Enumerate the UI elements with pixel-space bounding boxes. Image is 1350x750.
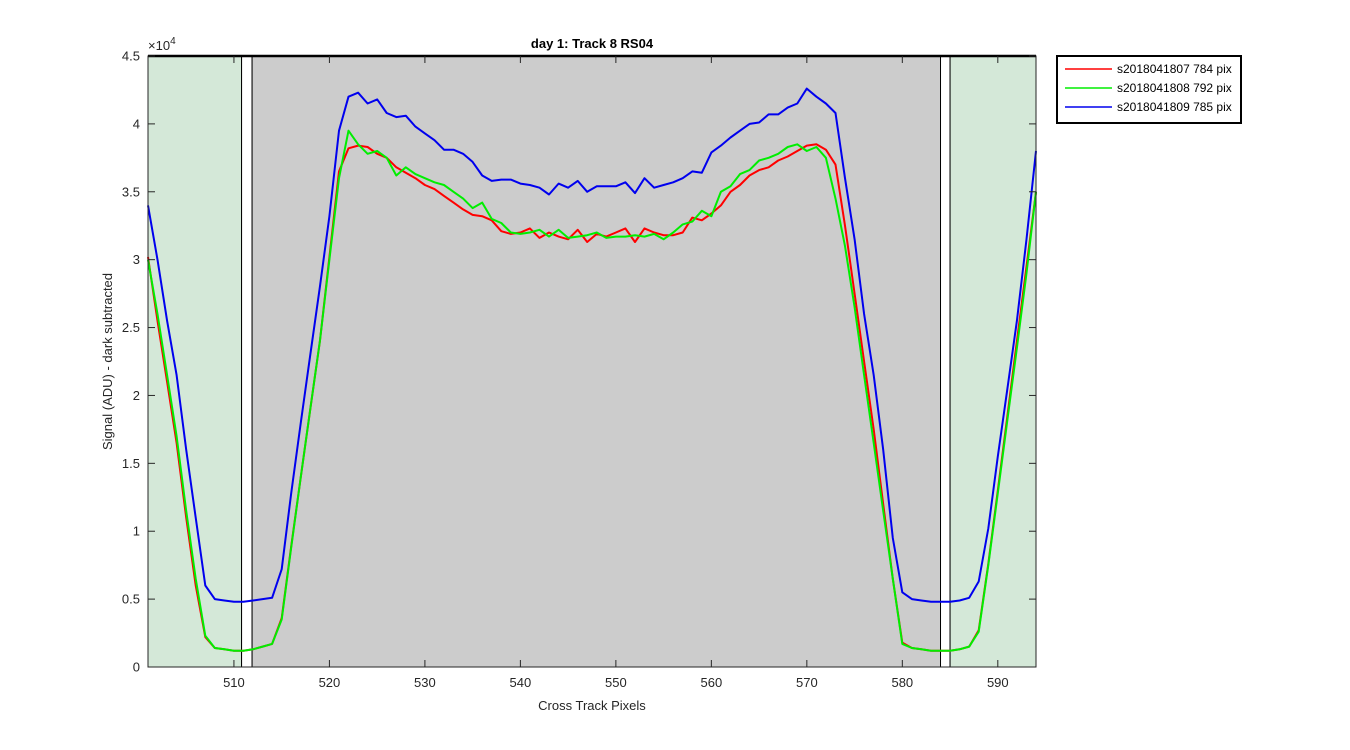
shaded-region-1 xyxy=(241,55,253,668)
y-tick-label: 3.5 xyxy=(122,184,140,199)
x-tick-label: 590 xyxy=(987,675,1009,690)
series-line-1 xyxy=(147,129,1037,652)
shaded-region-2 xyxy=(251,55,942,668)
chart-title: day 1: Track 8 RS04 xyxy=(531,36,654,51)
x-tick-label: 580 xyxy=(891,675,913,690)
legend: s2018041807 784 pix s2018041808 792 pix s2… xyxy=(1056,55,1242,124)
x-axis-ticks: 510 520 530 540 550 560 570 580 590 xyxy=(223,56,1009,690)
y-tick-label: 4.5 xyxy=(122,49,140,64)
x-tick-label: 530 xyxy=(414,675,436,690)
y-tick-label: 1 xyxy=(133,524,140,539)
y-tick-label: 3 xyxy=(133,252,140,267)
y-axis-label: Signal (ADU) - dark subtracted xyxy=(100,273,115,450)
y-tick-label: 1.5 xyxy=(122,456,140,471)
legend-label-1: s2018041808 792 pix xyxy=(1117,81,1232,95)
series-lines xyxy=(147,87,1037,652)
x-tick-label: 570 xyxy=(796,675,818,690)
y-axis-exponent: ×104 xyxy=(148,36,176,53)
y-tick-label: 2 xyxy=(133,388,140,403)
shaded-regions xyxy=(147,55,1037,668)
y-tick-label: 2.5 xyxy=(122,320,140,335)
series-line-2 xyxy=(147,87,1037,603)
y-tick-label: 0.5 xyxy=(122,592,140,607)
x-axis-label: Cross Track Pixels xyxy=(538,698,646,713)
y-axis-exponent-base: ×10 xyxy=(148,38,170,53)
legend-label-2: s2018041809 785 pix xyxy=(1117,100,1232,114)
y-tick-label: 0 xyxy=(133,660,140,675)
y-tick-label: 4 xyxy=(133,116,140,131)
x-tick-label: 520 xyxy=(319,675,341,690)
y-axis-ticks: 0 0.5 1 1.5 2 2.5 3 3.5 4 4.5 xyxy=(122,49,1036,675)
legend-box xyxy=(1056,55,1242,124)
shaded-region-3 xyxy=(940,55,951,668)
x-tick-label: 540 xyxy=(510,675,532,690)
shaded-region-4 xyxy=(949,55,1037,668)
y-axis-exponent-power: 4 xyxy=(170,36,176,47)
x-tick-label: 560 xyxy=(701,675,723,690)
legend-label-0: s2018041807 784 pix xyxy=(1117,62,1232,76)
x-tick-label: 510 xyxy=(223,675,245,690)
x-tick-label: 550 xyxy=(605,675,627,690)
